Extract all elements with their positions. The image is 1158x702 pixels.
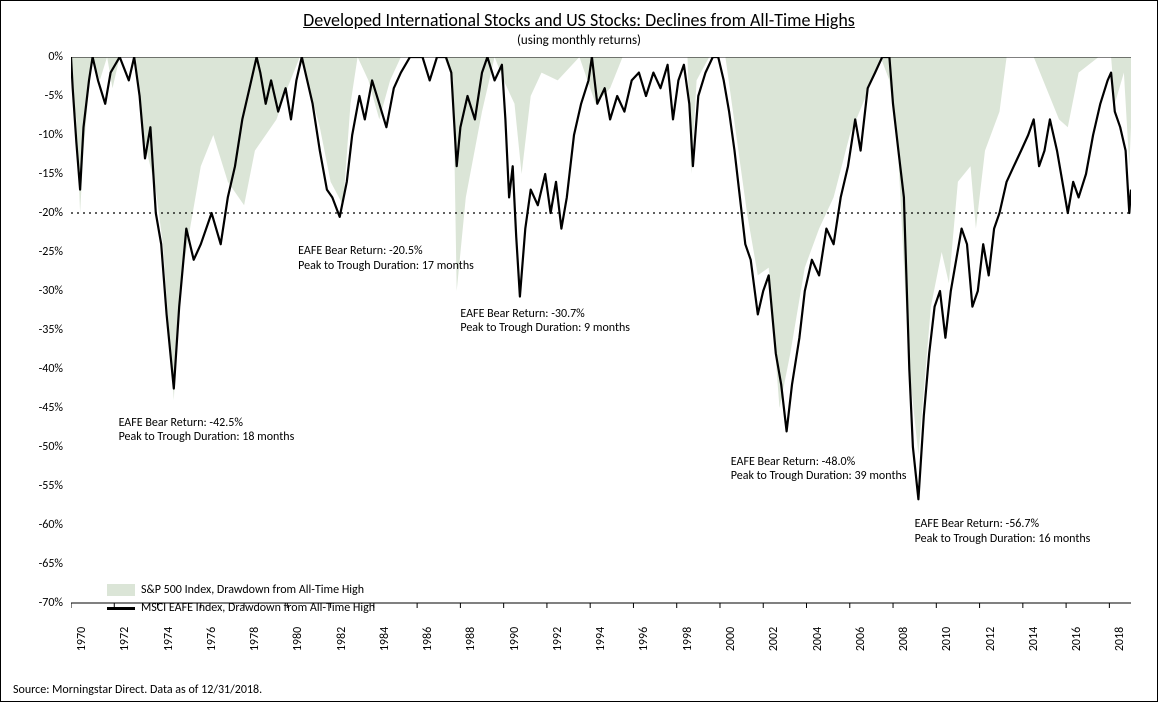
chart-subtitle: (using monthly returns): [1, 33, 1157, 48]
y-tick-label: -35%: [39, 323, 63, 337]
y-tick-label: -30%: [39, 284, 63, 298]
annotation: EAFE Bear Return: -48.0%Peak to Trough D…: [731, 455, 907, 484]
annotation: EAFE Bear Return: -56.7%Peak to Trough D…: [915, 517, 1091, 546]
x-tick-label: 2014: [1027, 627, 1041, 651]
y-tick-label: -60%: [39, 518, 63, 532]
y-tick-label: -40%: [39, 362, 63, 376]
legend-label-eafe: MSCI EAFE Index, Drawdown from All-Time …: [141, 601, 375, 615]
chart-title: Developed International Stocks and US St…: [1, 9, 1157, 31]
y-tick-label: -20%: [39, 206, 63, 220]
y-tick-label: -65%: [39, 557, 63, 571]
x-tick-label: 1984: [378, 627, 392, 651]
annotation: EAFE Bear Return: -42.5%Peak to Trough D…: [119, 416, 295, 445]
x-tick-label: 2004: [811, 627, 825, 651]
y-tick-label: -45%: [39, 401, 63, 415]
x-tick-label: 2018: [1113, 627, 1127, 651]
x-tick-label: 1978: [248, 627, 262, 651]
legend-item-sp500: S&P 500 Index, Drawdown from All-Time Hi…: [107, 581, 375, 599]
legend-item-eafe: MSCI EAFE Index, Drawdown from All-Time …: [107, 599, 375, 617]
chart-container: Developed International Stocks and US St…: [0, 0, 1158, 702]
x-tick-label: 1996: [637, 627, 651, 651]
x-tick-label: 1986: [421, 627, 435, 651]
x-tick-label: 2002: [767, 627, 781, 651]
y-tick-label: -5%: [45, 89, 63, 103]
x-tick-label: 2010: [940, 627, 954, 651]
legend-label-sp500: S&P 500 Index, Drawdown from All-Time Hi…: [141, 583, 364, 597]
sp500-area: [71, 57, 1131, 455]
y-tick-label: -25%: [39, 245, 63, 259]
x-tick-label: 1974: [162, 627, 176, 651]
annotation: EAFE Bear Return: -20.5%Peak to Trough D…: [298, 244, 474, 273]
x-tick-label: 2012: [984, 627, 998, 651]
annotation: EAFE Bear Return: -30.7%Peak to Trough D…: [460, 307, 630, 336]
x-tick-label: 2008: [897, 627, 911, 651]
legend-swatch-eafe: [107, 607, 135, 610]
x-tick-label: 1976: [205, 627, 219, 651]
x-tick-label: 1982: [335, 627, 349, 651]
chart-svg: [71, 57, 1131, 647]
x-tick-label: 1980: [291, 627, 305, 651]
x-tick-label: 1972: [118, 627, 132, 651]
y-tick-label: -10%: [39, 128, 63, 142]
x-tick-label: 1992: [551, 627, 565, 651]
x-tick-label: 1998: [681, 627, 695, 651]
y-tick-label: 0%: [48, 50, 63, 64]
y-tick-label: -70%: [39, 596, 63, 610]
x-tick-label: 2006: [854, 627, 868, 651]
x-tick-label: 1970: [75, 627, 89, 651]
plot-area: [71, 57, 1131, 647]
x-tick-label: 1990: [508, 627, 522, 651]
x-tick-label: 1988: [464, 627, 478, 651]
legend: S&P 500 Index, Drawdown from All-Time Hi…: [107, 581, 375, 617]
y-tick-label: -15%: [39, 167, 63, 181]
x-tick-label: 2016: [1070, 627, 1084, 651]
x-tick-label: 1994: [594, 627, 608, 651]
legend-swatch-sp500: [107, 584, 135, 596]
y-tick-label: -55%: [39, 479, 63, 493]
source-text: Source: Morningstar Direct. Data as of 1…: [13, 683, 262, 697]
x-tick-label: 2000: [724, 627, 738, 651]
y-tick-label: -50%: [39, 440, 63, 454]
